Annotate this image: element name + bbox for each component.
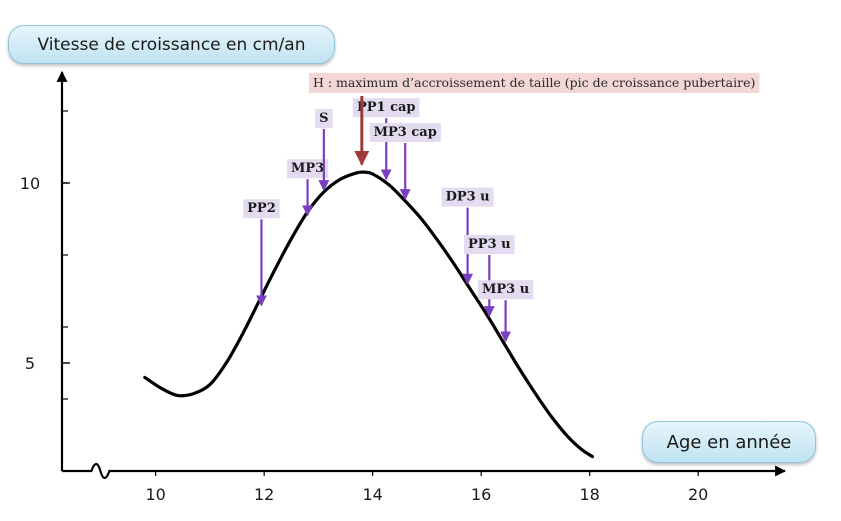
marker-label-bg xyxy=(369,123,441,142)
marker-pp3-u: PP3 u xyxy=(464,235,515,318)
marker-label: MP3 u xyxy=(482,282,529,297)
x-tick-label: 12 xyxy=(254,485,274,504)
marker-label-bg xyxy=(286,159,329,179)
x-tick-label: 10 xyxy=(145,485,165,504)
growth-curve xyxy=(143,170,594,459)
marker-label: PP2 xyxy=(247,201,276,216)
marker-s: S xyxy=(315,109,333,192)
peak-annotation: H : maximum d’accroissement de taille (p… xyxy=(309,73,760,166)
marker-mp3-cap: MP3 cap xyxy=(369,123,441,201)
y-tick-label: 5 xyxy=(25,354,35,373)
ticks: 5 10 10 12 14 16 18 20 xyxy=(20,110,708,504)
marker-label-bg xyxy=(441,187,494,207)
x-tick-label: 16 xyxy=(471,485,491,504)
marker-layer: PP2 MP3 S PP1 cap MP3 cap DP3 u PP3 u MP3 u xyxy=(243,98,534,343)
marker-label: PP1 cap xyxy=(357,100,416,115)
marker-label-bg xyxy=(464,235,515,254)
marker-label-bg xyxy=(477,280,534,300)
marker-label: MP3 xyxy=(291,161,324,176)
y-tick-label: 10 xyxy=(20,174,40,193)
x-tick-label: 18 xyxy=(580,485,600,504)
marker-label-bg xyxy=(243,199,280,219)
marker-label: S xyxy=(319,111,328,126)
peak-label-bg xyxy=(309,73,760,93)
marker-pp2: PP2 xyxy=(243,199,280,307)
x-tick-label: 20 xyxy=(688,485,708,504)
axes xyxy=(56,70,787,480)
x-axis-label: Age en année xyxy=(642,421,816,463)
marker-mp3: MP3 xyxy=(286,159,329,217)
peak-label: H : maximum d’accroissement de taille (p… xyxy=(313,75,755,90)
x-axis-line xyxy=(62,462,787,480)
marker-label: PP3 u xyxy=(468,237,511,252)
marker-label-bg xyxy=(315,109,333,128)
x-tick-label: 14 xyxy=(362,485,382,504)
marker-label-bg xyxy=(352,98,420,118)
marker-label: MP3 cap xyxy=(374,125,437,140)
peak-layer: H : maximum d’accroissement de taille (p… xyxy=(309,73,760,166)
curve-layer xyxy=(143,170,594,459)
marker-label: DP3 u xyxy=(446,190,490,205)
marker-mp3-u: MP3 u xyxy=(477,280,534,343)
y-axis-label: Vitesse de croissance en cm/an xyxy=(8,25,335,64)
